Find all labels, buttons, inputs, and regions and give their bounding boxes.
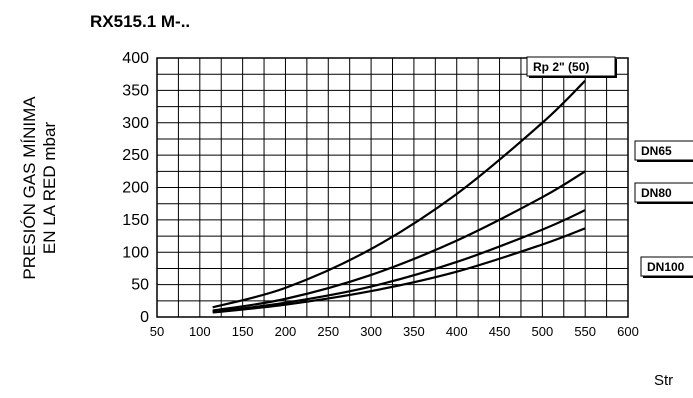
series-line — [212, 209, 586, 313]
y-tick-label: 350 — [122, 82, 149, 99]
y-tick-label: 400 — [122, 50, 149, 67]
x-axis-label: Str — [654, 372, 674, 389]
series-label: DN65 — [641, 144, 672, 158]
series-line — [212, 79, 586, 309]
series-line — [212, 227, 586, 314]
y-tick-label: 300 — [122, 115, 149, 132]
x-tick-label: 450 — [489, 324, 511, 339]
y-tick-label: 200 — [122, 180, 149, 197]
grid — [156, 57, 629, 318]
x-tick-label: 300 — [360, 324, 382, 339]
x-tick-label: 600 — [617, 324, 639, 339]
y-tick-label: 150 — [122, 212, 149, 229]
series-label: Rp 2" (50) — [533, 60, 589, 74]
chart-title: RX515.1 M-.. — [90, 12, 191, 31]
series-label-box — [640, 256, 693, 277]
x-tick-label: 500 — [532, 324, 554, 339]
series-label: DN100 — [647, 260, 685, 274]
x-tick-label: 550 — [574, 324, 596, 339]
x-tick-label: 400 — [446, 324, 468, 339]
series-label-box — [526, 56, 616, 77]
y-tick-label: 0 — [140, 309, 149, 326]
series-label: DN80 — [641, 186, 672, 200]
x-tick-label: 50 — [150, 324, 164, 339]
y-tick-label: 250 — [122, 147, 149, 164]
x-tick-label: 350 — [403, 324, 425, 339]
y-tick-label: 100 — [122, 244, 149, 261]
x-tick-label: 200 — [275, 324, 297, 339]
series-line — [212, 170, 586, 312]
x-tick-label: 150 — [232, 324, 254, 339]
series-label-box — [634, 182, 693, 203]
series-lines — [212, 79, 586, 314]
x-tick-label: 250 — [317, 324, 339, 339]
x-tick-label: 100 — [189, 324, 211, 339]
plot-frame — [156, 57, 629, 318]
y-tick-label: 50 — [131, 277, 149, 294]
series-label-box — [634, 140, 693, 161]
series-labels: Rp 2" (50) DN65 DN80 DN100 — [526, 56, 693, 278]
